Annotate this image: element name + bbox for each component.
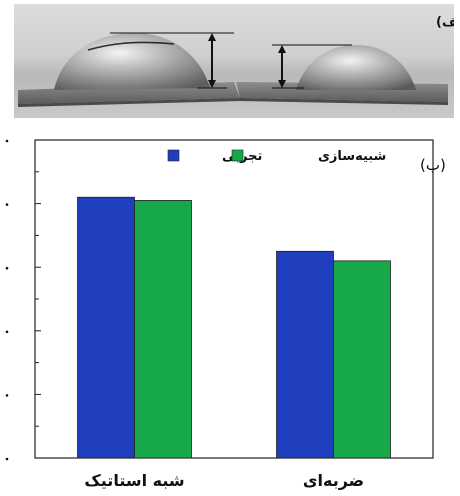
y-tick-label: [6, 458, 9, 461]
bar-experimental: [277, 251, 334, 458]
panel-label-a: (الف): [436, 15, 454, 30]
y-tick-label: [6, 267, 9, 270]
panel-label-b: (ب): [420, 156, 446, 174]
bar-simulation: [135, 200, 192, 458]
y-tick-label: [6, 140, 9, 143]
y-tick-label: [6, 394, 9, 397]
y-tick-label: [6, 203, 9, 206]
x-axis: شبه استاتیک ضربه‌ای: [84, 471, 364, 490]
specimen-photo: (الف): [14, 4, 454, 118]
bar-experimental: [78, 197, 135, 458]
bar-simulation: [334, 261, 391, 458]
y-tick-label: [6, 331, 9, 334]
legend-label: شبیه‌سازی: [318, 149, 386, 164]
legend-swatch: [168, 150, 179, 161]
x-category-label: شبه استاتیک: [84, 471, 184, 490]
legend-swatch: [232, 150, 243, 161]
x-category-label: ضربه‌ای: [303, 471, 364, 490]
